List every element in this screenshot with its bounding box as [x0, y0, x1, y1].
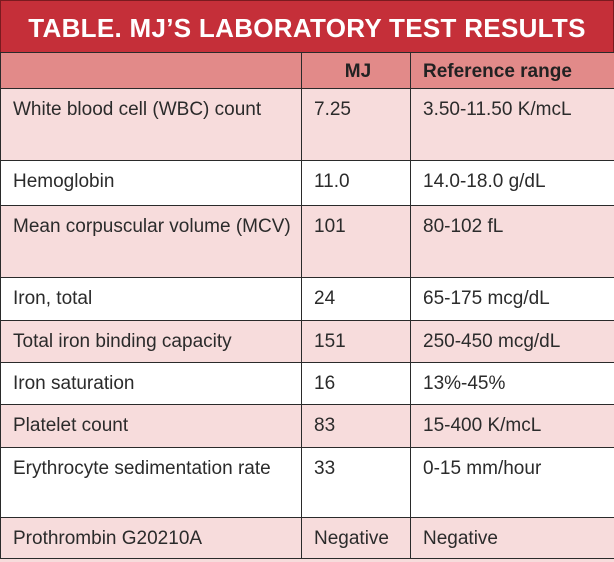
table-row: Prothrombin G20210A Negative Negative — [0, 517, 614, 559]
lab-results-table: MJ Reference range White blood cell (WBC… — [0, 52, 614, 559]
mj-value-cell: 151 — [301, 320, 411, 363]
mj-value-cell: 7.25 — [301, 88, 411, 161]
reference-range-cell: Negative — [410, 517, 614, 559]
header-mj: MJ — [301, 52, 411, 89]
table-row: Iron saturation 16 13%-45% — [0, 362, 614, 405]
reference-range-cell: 65-175 mcg/dL — [410, 277, 614, 321]
test-name-cell: Iron saturation — [0, 362, 302, 405]
reference-range-cell: 0-15 mm/hour — [410, 447, 614, 518]
reference-range-cell: 15-400 K/mcL — [410, 404, 614, 448]
test-name-cell: Hemoglobin — [0, 160, 302, 206]
reference-range-cell: 14.0-18.0 g/dL — [410, 160, 614, 206]
mj-value-cell: 24 — [301, 277, 411, 321]
table-row: Mean corpuscular volume (MCV) 101 80-102 f… — [0, 205, 614, 278]
table-row: Hemoglobin 11.0 14.0-18.0 g/dL — [0, 160, 614, 206]
reference-range-cell: 250-450 mcg/dL — [410, 320, 614, 363]
header-test — [0, 52, 302, 89]
mj-value-cell: Negative — [301, 517, 411, 559]
test-name-cell: Iron, total — [0, 277, 302, 321]
mj-value-cell: 16 — [301, 362, 411, 405]
test-name-cell: Prothrombin G20210A — [0, 517, 302, 559]
mj-value-cell: 11.0 — [301, 160, 411, 206]
table-row: Platelet count 83 15-400 K/mcL — [0, 404, 614, 448]
test-name-cell: Total iron binding capacity — [0, 320, 302, 363]
table-row: Total iron binding capacity 151 250-450 mc… — [0, 320, 614, 363]
test-name-cell: Mean corpuscular volume (MCV) — [0, 205, 302, 278]
reference-range-cell: 80-102 fL — [410, 205, 614, 278]
header-row: MJ Reference range — [0, 52, 614, 89]
mj-value-cell: 83 — [301, 404, 411, 448]
reference-range-cell: 13%-45% — [410, 362, 614, 405]
table-row: Iron, total 24 65-175 mcg/dL — [0, 277, 614, 321]
table-title: TABLE. MJ’S LABORATORY TEST RESULTS — [0, 0, 614, 52]
mj-value-cell: 101 — [301, 205, 411, 278]
test-name-cell: White blood cell (WBC) count — [0, 88, 302, 161]
header-reference-range: Reference range — [410, 52, 614, 89]
test-name-cell: Platelet count — [0, 404, 302, 448]
table-row: Erythrocyte sedimentation rate 33 0-15 mm/… — [0, 447, 614, 518]
reference-range-cell: 3.50-11.50 K/mcL — [410, 88, 614, 161]
test-name-cell: Erythrocyte sedimentation rate — [0, 447, 302, 518]
table-row: White blood cell (WBC) count 7.25 3.50-11.… — [0, 88, 614, 161]
mj-value-cell: 33 — [301, 447, 411, 518]
